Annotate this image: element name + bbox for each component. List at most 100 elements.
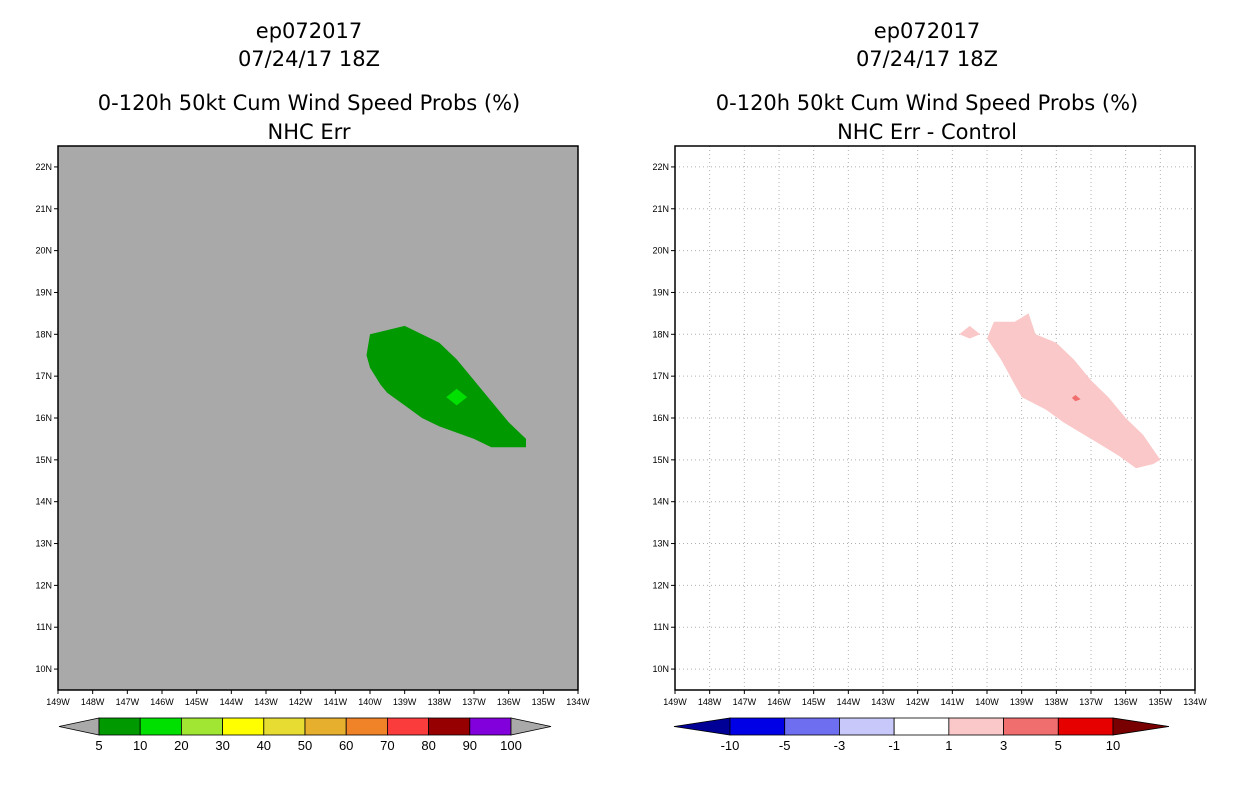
left-y-tick-label: 16N [35,413,52,423]
left-y-tick-label: 19N [35,287,52,297]
left-x-tick-label: 136W [497,697,521,707]
left-y-tick-label: 20N [35,246,52,256]
right-x-tick-label: 134W [1183,697,1207,707]
left-colorbar-label: 70 [380,738,394,753]
right-contour-regions [959,313,1161,469]
left-colorbar-swatch-8 [428,717,471,736]
left-x-tick-label: 145W [185,697,209,707]
left-colorbar-label: 50 [298,738,312,753]
right-x-tick-label: 140W [975,697,999,707]
right-y-tick-label: 16N [652,413,669,423]
left-colorbar-label: 100 [500,738,522,753]
left-chart-panel: ep072017 07/24/17 18Z 0-120h 50kt Cum Wi… [35,19,590,753]
right-y-axis-ticks: 10N 11N 12N 13N 14N 15N 16N 17N 18N 19N 20N 21N 22N [652,162,675,674]
left-colorbar: 5 10 20 30 40 50 60 70 80 90 100 [58,717,552,753]
left-x-tick-label: 142W [289,697,313,707]
left-colorbar-swatch-2 [180,717,223,736]
left-x-tick-label: 140W [358,697,382,707]
left-x-tick-label: 147W [116,697,140,707]
right-colorbar: -10 -5 -3 -1 1 3 5 10 [673,717,1170,753]
left-y-tick-label: 13N [35,539,52,549]
right-y-tick-label: 11N [653,622,669,632]
right-gridlines [675,146,1195,690]
right-colorbar-swatch-4 [948,717,1004,736]
left-colorbar-swatch-7 [386,717,429,736]
right-title-date: 07/24/17 18Z [856,47,998,71]
right-y-tick-label: 18N [652,329,669,339]
left-y-tick-label: 22N [35,162,52,172]
right-x-tick-label: 143W [871,697,895,707]
right-colorbar-low-arrow [673,717,731,736]
left-colorbar-swatch-5 [304,717,347,736]
right-contour-region-0 [987,313,1161,469]
right-colorbar-swatch-2 [839,717,895,736]
left-colorbar-label: 80 [421,738,435,753]
right-contour-region-2 [1071,395,1081,402]
left-y-tick-label: 17N [35,371,52,381]
right-colorbar-swatch-1 [784,717,840,736]
left-y-tick-label: 12N [35,580,52,590]
right-x-tick-label: 145W [802,697,826,707]
right-y-tick-label: 20N [652,246,669,256]
left-x-tick-label: 139W [393,697,417,707]
left-x-tick-label: 148W [81,697,105,707]
left-colorbar-label: 5 [95,738,102,753]
left-x-tick-label: 138W [428,697,452,707]
right-chart-panel: ep072017 07/24/17 18Z 0-120h 50kt Cum Wi… [652,19,1207,753]
left-colorbar-label: 20 [174,738,188,753]
right-colorbar-label: 3 [1000,738,1007,753]
left-x-tick-label: 146W [150,697,174,707]
left-x-tick-label: 134W [566,697,590,707]
right-x-tick-label: 135W [1149,697,1173,707]
right-colorbar-swatch-6 [1057,717,1114,736]
right-y-tick-label: 12N [652,580,669,590]
right-colorbar-label: 1 [945,738,952,753]
right-y-tick-label: 15N [652,455,669,465]
left-colorbar-swatch-0 [98,717,141,736]
right-y-tick-label: 10N [652,664,669,674]
right-x-tick-label: 149W [663,697,687,707]
left-contour-regions [366,325,526,448]
left-x-tick-label: 137W [462,697,486,707]
right-x-axis-ticks: 149W 148W 147W 146W 145W 144W 143W 142W 141W 140W… [663,690,1207,707]
right-title-storm-id: ep072017 [874,19,980,43]
right-colorbar-swatch-3 [893,717,950,736]
right-x-tick-label: 139W [1010,697,1034,707]
left-title-date: 07/24/17 18Z [238,47,380,71]
right-colorbar-swatch-5 [1003,717,1059,736]
right-x-tick-label: 148W [698,697,722,707]
left-contour-region-1 [446,388,468,406]
right-x-tick-label: 146W [767,697,791,707]
right-y-tick-label: 13N [652,539,669,549]
left-y-axis-ticks: 10N 11N 12N 13N 14N 15N 16N 17N 18N 19N 20N 21N 22N [35,162,58,674]
right-x-tick-label: 147W [733,697,757,707]
left-colorbar-swatch-6 [345,717,388,736]
right-y-tick-label: 22N [652,162,669,172]
right-colorbar-label: 5 [1055,738,1062,753]
left-x-tick-label: 143W [254,697,278,707]
right-x-tick-label: 142W [906,697,930,707]
left-y-tick-label: 15N [35,455,52,465]
left-colorbar-label: 40 [257,738,271,753]
left-colorbar-label: 10 [133,738,147,753]
left-y-tick-label: 10N [35,664,52,674]
right-colorbar-swatch-0 [729,717,786,736]
left-x-tick-label: 141W [324,697,348,707]
left-colorbar-label: 30 [215,738,229,753]
left-colorbar-label: 60 [339,738,353,753]
left-title-product: 0-120h 50kt Cum Wind Speed Probs (%) [98,91,520,115]
right-colorbar-label: 10 [1106,738,1120,753]
left-colorbar-high-arrow [510,717,552,736]
right-x-tick-label: 136W [1114,697,1138,707]
left-y-tick-label: 14N [35,497,52,507]
left-contour-region-0 [366,325,526,448]
right-x-tick-label: 144W [837,697,861,707]
right-x-tick-label: 141W [941,697,965,707]
left-y-tick-label: 18N [35,329,52,339]
left-y-tick-label: 11N [36,622,52,632]
left-colorbar-swatch-4 [263,717,306,736]
right-contour-region-1 [959,325,981,339]
right-y-tick-label: 19N [652,287,669,297]
right-colorbar-label: -10 [721,738,740,753]
left-colorbar-swatch-9 [469,717,512,736]
